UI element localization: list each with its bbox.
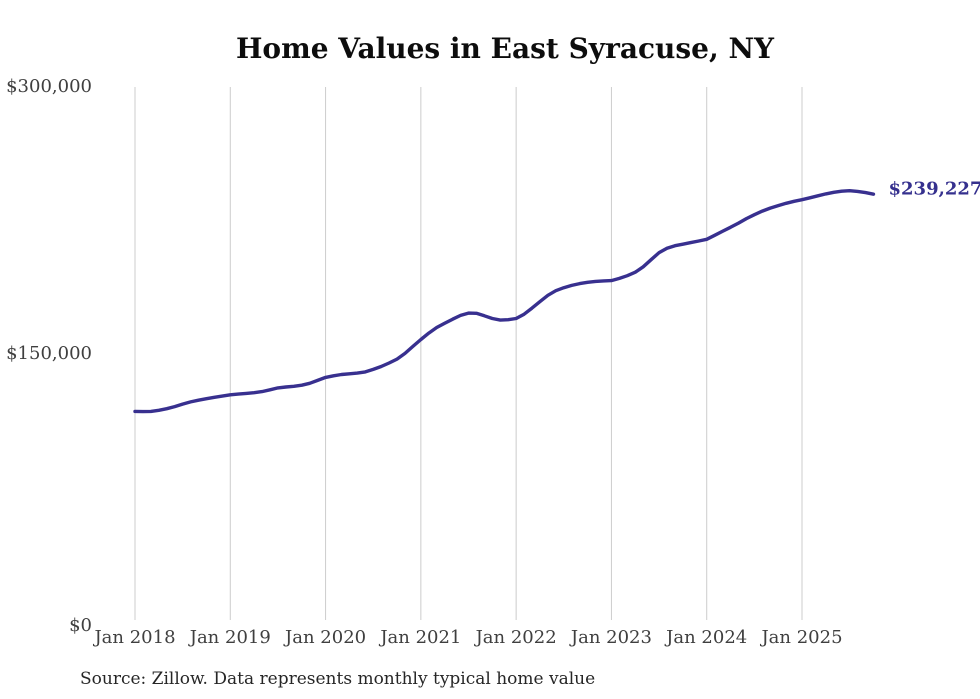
vertical-gridlines bbox=[134, 87, 803, 620]
y-tick-label: $150,000 bbox=[6, 343, 92, 364]
y-axis-tick-labels: $0 $150,000 $300,000 bbox=[6, 76, 92, 636]
x-tick-label: Jan 2023 bbox=[569, 627, 652, 648]
x-tick-label: Jan 2020 bbox=[283, 627, 366, 648]
x-tick-label: Jan 2018 bbox=[92, 627, 175, 648]
x-tick-label: Jan 2025 bbox=[759, 627, 842, 648]
source-note: Source: Zillow. Data represents monthly … bbox=[80, 669, 595, 689]
chart-title: Home Values in East Syracuse, NY bbox=[236, 32, 775, 65]
x-tick-label: Jan 2024 bbox=[664, 627, 747, 648]
y-tick-label: $0 bbox=[69, 615, 92, 636]
x-axis-tick-labels: Jan 2018 Jan 2019 Jan 2020 Jan 2021 Jan 2022… bbox=[92, 627, 842, 648]
x-tick-label: Jan 2021 bbox=[378, 627, 461, 648]
x-tick-label: Jan 2019 bbox=[188, 627, 271, 648]
home-value-line-series bbox=[133, 189, 876, 414]
x-tick-label: Jan 2022 bbox=[474, 627, 557, 648]
latest-value-label: $239,227 bbox=[889, 179, 980, 200]
y-tick-label: $300,000 bbox=[6, 76, 92, 97]
